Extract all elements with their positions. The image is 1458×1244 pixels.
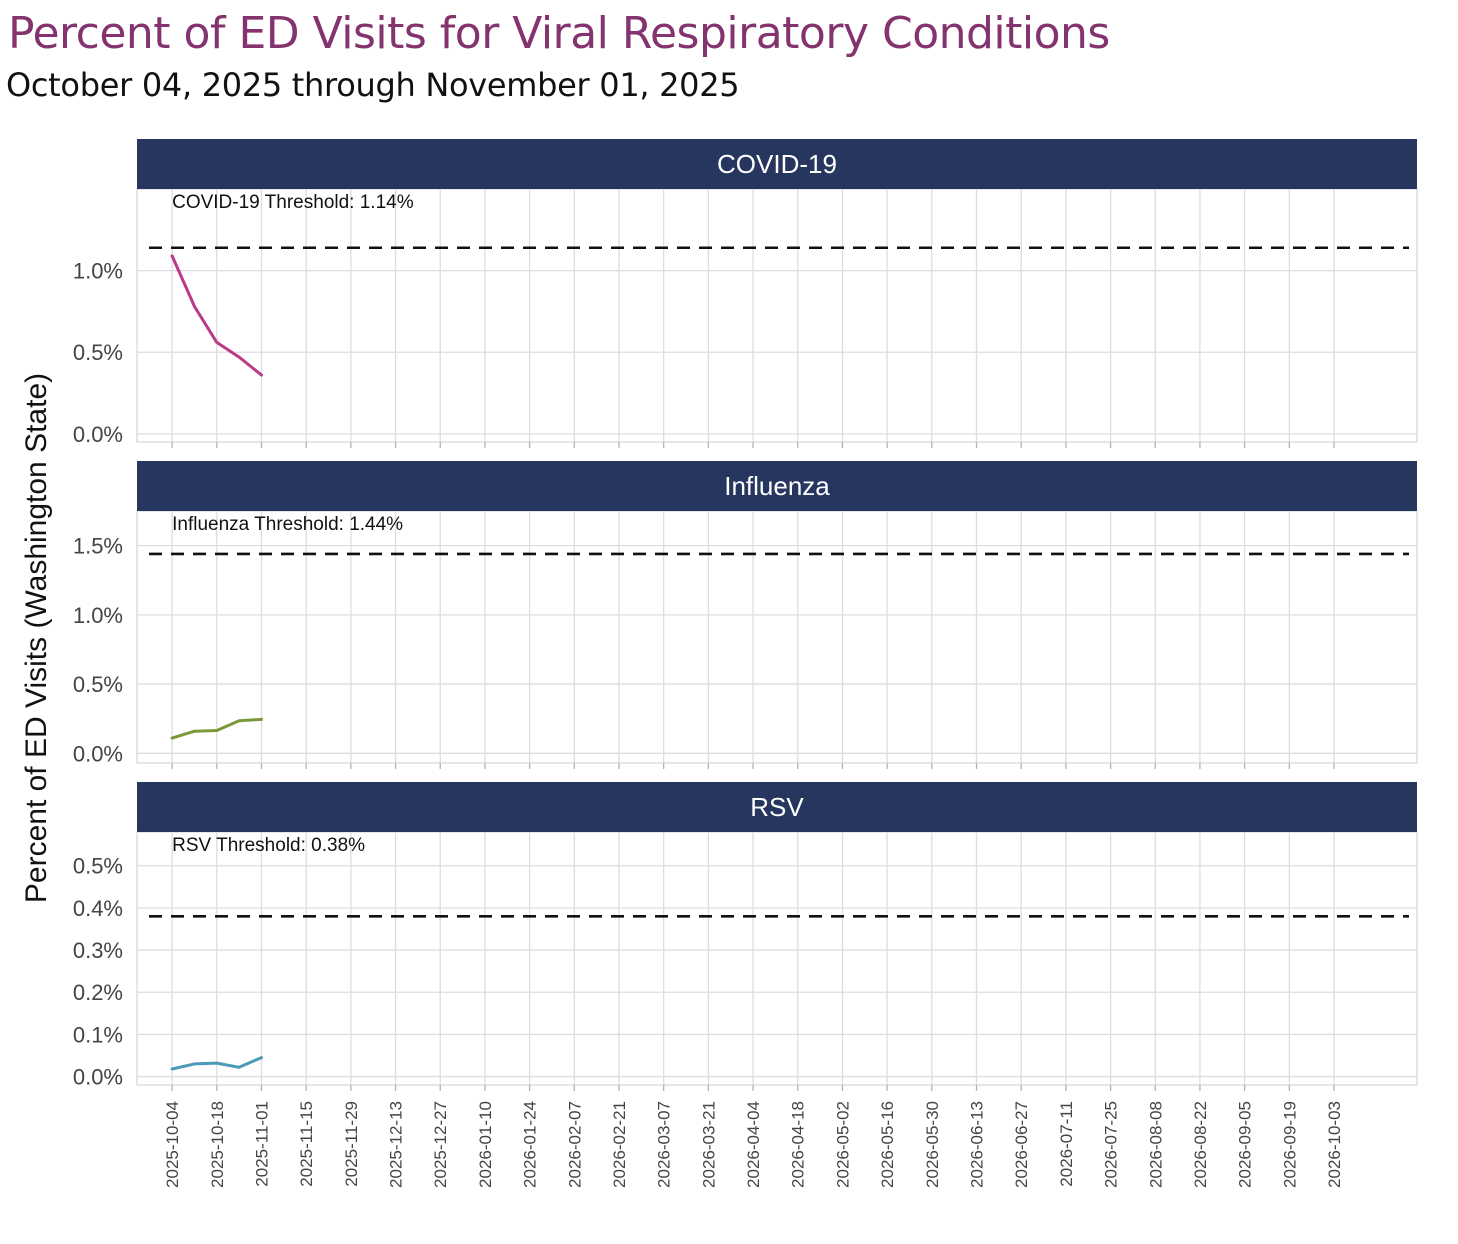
x-tick-label: 2026-09-19 bbox=[1280, 1101, 1299, 1188]
chart-title: Percent of ED Visits for Viral Respirato… bbox=[8, 8, 1110, 59]
threshold-label: RSV Threshold: 0.38% bbox=[172, 835, 365, 856]
y-tick-label: 0.0% bbox=[73, 422, 123, 447]
x-tick-label: 2026-10-03 bbox=[1325, 1101, 1344, 1188]
facet-strip-label: RSV bbox=[750, 792, 804, 822]
x-tick-label: 2026-09-05 bbox=[1236, 1101, 1255, 1188]
chart-subtitle: October 04, 2025 through November 01, 20… bbox=[6, 66, 740, 104]
x-tick-label: 2026-08-22 bbox=[1191, 1101, 1210, 1188]
y-tick-label: 1.5% bbox=[73, 534, 123, 559]
facet-strip-label: COVID-19 bbox=[717, 149, 837, 179]
panel-influenza: 0.0% 0.5% 1.0% 1.5% Influenza Influenza Thres… bbox=[73, 461, 1418, 769]
y-tick-label: 0.0% bbox=[73, 741, 123, 766]
y-tick-label: 0.0% bbox=[73, 1065, 123, 1090]
x-tick-label: 2026-01-10 bbox=[476, 1101, 495, 1188]
x-tick-label: 2026-01-24 bbox=[521, 1101, 540, 1188]
panel-frame bbox=[136, 831, 1418, 1086]
y-tick-label: 0.5% bbox=[73, 672, 123, 697]
x-tick-label: 2025-11-15 bbox=[297, 1101, 316, 1187]
x-tick-label: 2026-07-25 bbox=[1102, 1101, 1121, 1188]
panel-frame bbox=[136, 188, 1418, 443]
x-tick-label: 2026-05-30 bbox=[923, 1101, 942, 1188]
x-tick-label: 2026-02-21 bbox=[610, 1101, 629, 1188]
y-axis-label: Percent of ED Visits (Washington State) bbox=[20, 373, 53, 903]
x-tick-label: 2026-05-16 bbox=[878, 1101, 897, 1188]
x-tick-label: 2026-02-07 bbox=[565, 1101, 584, 1188]
x-tick-label: 2026-04-04 bbox=[744, 1101, 763, 1188]
threshold-label: Influenza Threshold: 1.44% bbox=[172, 514, 403, 535]
x-tick-label: 2025-12-27 bbox=[431, 1101, 450, 1188]
y-tick-label: 0.5% bbox=[73, 340, 123, 365]
x-tick-label: 2026-06-27 bbox=[1012, 1101, 1031, 1188]
y-tick-label: 1.0% bbox=[73, 259, 123, 284]
x-tick-label: 2026-05-02 bbox=[833, 1101, 852, 1188]
y-tick-label: 0.4% bbox=[73, 896, 123, 921]
x-tick-label: 2026-03-07 bbox=[655, 1101, 674, 1188]
y-tick-label: 0.3% bbox=[73, 938, 123, 963]
x-tick-label: 2025-12-13 bbox=[387, 1101, 406, 1188]
x-tick-label: 2026-03-21 bbox=[699, 1101, 718, 1188]
x-tick-label: 2026-04-18 bbox=[789, 1101, 808, 1188]
y-tick-label: 0.2% bbox=[73, 980, 123, 1005]
x-tick-label: 2026-06-13 bbox=[968, 1101, 987, 1188]
facet-strip bbox=[137, 461, 1417, 511]
panel-rsv: 0.0% 0.1% 0.2% 0.3% 0.4% 0.5% RSV RSV Threshold… bbox=[73, 782, 1418, 1091]
x-tick-label: 2025-11-01 bbox=[252, 1101, 271, 1187]
y-tick-label: 0.5% bbox=[73, 854, 123, 879]
x-tick-label: 2025-11-29 bbox=[342, 1101, 361, 1187]
x-tick-label: 2025-10-04 bbox=[163, 1101, 182, 1188]
x-tick-label: 2026-08-08 bbox=[1146, 1101, 1165, 1188]
panel-covid-19: 0.0% 0.5% 1.0% COVID-19 COVID-19 Threshold: … bbox=[73, 139, 1418, 448]
facet-strip bbox=[137, 782, 1417, 832]
y-tick-label: 0.1% bbox=[73, 1022, 123, 1047]
facet-strip-label: Influenza bbox=[724, 471, 830, 501]
x-tick-label: 2026-07-11 bbox=[1057, 1101, 1076, 1187]
x-tick-label: 2025-10-18 bbox=[208, 1101, 227, 1188]
facet-strip bbox=[137, 139, 1417, 189]
threshold-label: COVID-19 Threshold: 1.14% bbox=[172, 192, 414, 213]
y-tick-label: 1.0% bbox=[73, 603, 123, 628]
panel-frame bbox=[136, 510, 1418, 764]
